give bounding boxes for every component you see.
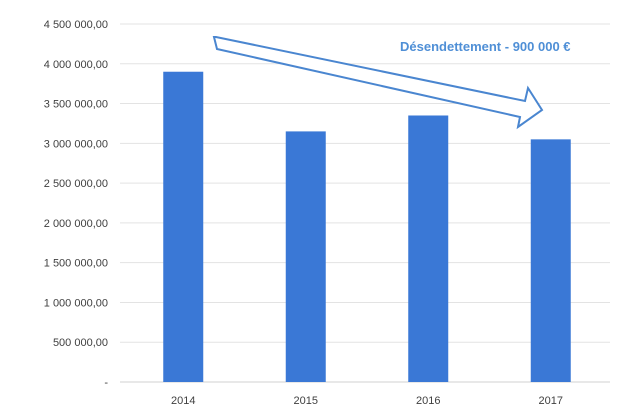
bar-2016 <box>408 115 449 382</box>
x-tick-label: 2014 <box>171 395 195 407</box>
x-tick-label: 2017 <box>539 395 563 407</box>
x-tick-label: 2015 <box>294 395 318 407</box>
bar-2017 <box>530 139 571 382</box>
y-tick-label: 1 500 000,00 <box>44 258 108 270</box>
bar-2014 <box>163 71 204 382</box>
y-tick-label: 500 000,00 <box>53 337 108 349</box>
y-axis: - 500 000,00 1 000 000,00 1 500 000,00 2 000… <box>44 19 109 389</box>
y-tick-label: 2 500 000,00 <box>44 178 108 190</box>
x-tick-label: 2016 <box>416 395 440 407</box>
annotation-text: Désendettement - 900 000 € <box>400 39 571 54</box>
y-tick-label: 4 500 000,00 <box>44 19 108 31</box>
x-axis: 2014 2015 2016 2017 <box>171 395 563 407</box>
y-tick-label: 3 500 000,00 <box>44 99 108 111</box>
bar-2015 <box>285 131 326 382</box>
y-tick-label: 3 000 000,00 <box>44 138 108 150</box>
y-tick-label: 4 000 000,00 <box>44 59 108 71</box>
y-tick-label: - <box>104 377 108 389</box>
y-tick-label: 2 000 000,00 <box>44 218 108 230</box>
y-tick-label: 1 000 000,00 <box>44 297 108 309</box>
trend-arrow-icon <box>212 36 544 130</box>
bars <box>163 71 571 382</box>
